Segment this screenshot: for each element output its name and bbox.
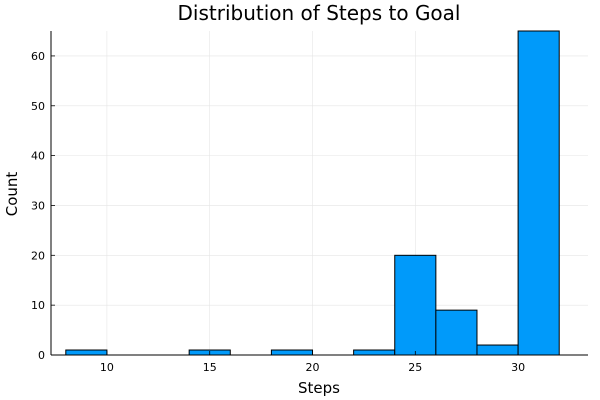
- y-tick-label: 0: [38, 349, 45, 362]
- x-ticks: 10 15 20 25 30: [100, 351, 525, 374]
- y-tick-label: 30: [31, 199, 45, 212]
- histogram-bar: [353, 349, 396, 356]
- x-axis-label: Steps: [298, 379, 340, 397]
- x-tick-label: 30: [511, 361, 525, 374]
- y-tick-label: 40: [31, 150, 45, 163]
- chart-title: Distribution of Steps to Goal: [178, 1, 461, 25]
- y-tick-label: 10: [31, 299, 45, 312]
- x-tick-label: 15: [203, 361, 217, 374]
- axes: [50, 31, 588, 356]
- x-tick-label: 25: [408, 361, 422, 374]
- x-tick-label: 10: [100, 361, 114, 374]
- histogram-bar: [476, 344, 519, 356]
- histogram-bar: [65, 349, 108, 356]
- histogram-bar: [270, 349, 314, 356]
- y-tick-label: 20: [31, 249, 45, 262]
- histogram-bar: [435, 309, 478, 356]
- y-ticks: 0 10 20 30 40 50 60: [31, 50, 55, 362]
- histogram-bar: [394, 254, 437, 356]
- x-tick-label: 20: [306, 361, 320, 374]
- y-tick-label: 50: [31, 100, 45, 113]
- y-tick-label: 60: [31, 50, 45, 63]
- histogram-bar: [517, 30, 560, 356]
- grid-lines: [51, 31, 588, 356]
- y-axis-label: Count: [3, 172, 21, 217]
